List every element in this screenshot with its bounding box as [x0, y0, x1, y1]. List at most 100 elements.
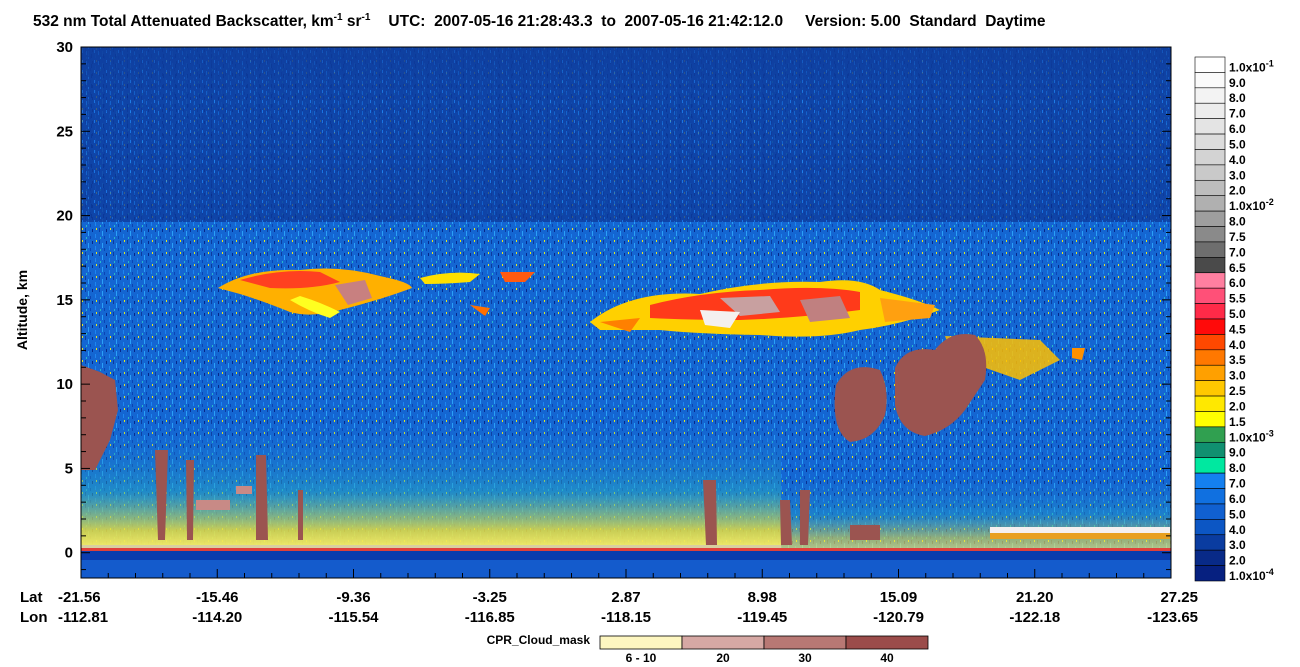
colorbar-swatch [1194, 179, 1226, 197]
colorbar-swatch [1194, 164, 1226, 181]
x-lat-label: 2.87 [611, 589, 640, 606]
cpr-legend-label: 40 [880, 651, 894, 665]
colorbar-swatch [1194, 411, 1226, 428]
colorbar-swatch [1194, 472, 1226, 489]
x-lat-label: -9.36 [336, 589, 370, 606]
x-lat-label: -21.56 [58, 589, 101, 606]
colorbar-swatch [1194, 318, 1226, 335]
colorbar-label: 2.5 [1229, 384, 1246, 398]
colorbar-label: 8.0 [1229, 215, 1246, 229]
title-sup-1: -1 [333, 12, 343, 23]
to-word: to [601, 13, 616, 31]
colorbar-swatch [1194, 287, 1226, 304]
x-lon-label: -119.45 [737, 609, 787, 626]
colorbar-label: 8.0 [1229, 91, 1246, 105]
y-axis: 30 25 20 15 10 5 0 [56, 39, 1171, 571]
colorbar-label: 8.0 [1229, 461, 1246, 475]
colorbar-label: 1.5 [1229, 415, 1246, 429]
colorbar-swatch [1194, 395, 1226, 412]
end-time: 2007-05-16 21:42:12.0 [624, 13, 784, 31]
x-lat-label: 15.09 [880, 589, 918, 606]
title-mid: sr [342, 13, 362, 31]
start-time: 2007-05-16 21:28:43.3 [434, 13, 593, 31]
colorbar-label: 2.0 [1229, 399, 1246, 413]
cpr-cloud-mask-legend: CPR_Cloud_mask 6 - 10 20 30 40 [487, 633, 929, 665]
title-sup-2: -1 [361, 12, 371, 23]
colorbar-swatch [1194, 380, 1226, 397]
colorbar-swatch [1194, 226, 1226, 243]
colorbar-swatch [1194, 87, 1226, 104]
colorbar-label: 5.5 [1229, 292, 1246, 306]
colorbar-label: 6.0 [1229, 492, 1246, 506]
x-lon-label: -115.54 [328, 609, 379, 626]
colorbar-label: 2.0 [1229, 554, 1246, 568]
colorbar-label: 7.0 [1229, 107, 1246, 121]
colorbar-swatch [1194, 56, 1226, 73]
colorbar-label: 3.0 [1229, 168, 1246, 182]
colorbar-swatch [1194, 503, 1226, 520]
colorbar-label: 6.5 [1229, 261, 1246, 275]
colorbar-swatch [1194, 241, 1226, 258]
colorbar-label: 9.0 [1229, 76, 1246, 90]
y-tick-label: 15 [56, 292, 73, 309]
cpr-legend-swatch [681, 635, 765, 650]
x-lon-label: -123.65 [1147, 609, 1198, 626]
version-label: Version: 5.00 [805, 13, 901, 31]
x-lon-label: -116.85 [465, 609, 515, 626]
period-label: Daytime [985, 13, 1046, 31]
chart-title: 532 nm Total Attenuated Backscatter, km-… [33, 12, 1046, 31]
colorbar-label: 5.0 [1229, 307, 1246, 321]
colorbar-label: 4.5 [1229, 322, 1246, 336]
y-tick-label: 25 [56, 123, 73, 140]
colorbar-swatch [1194, 441, 1226, 459]
colorbar-label: 1.0x10-1 [1229, 58, 1274, 74]
colorbar-swatch [1194, 457, 1226, 474]
colorbar-swatch [1194, 133, 1226, 150]
x-lat-label: 8.98 [748, 589, 777, 606]
colorbar-swatch [1194, 426, 1226, 443]
colorbar-swatch [1194, 519, 1226, 536]
colorbar-swatch [1194, 257, 1226, 274]
utc-label: UTC: [388, 13, 426, 31]
colorbar-swatch [1194, 549, 1226, 566]
colorbar-label: 2.0 [1229, 184, 1246, 198]
colorbar-label: 1.0x10-4 [1229, 567, 1274, 583]
x-lat-label: -3.25 [473, 589, 507, 606]
colorbar-label: 7.0 [1229, 245, 1246, 259]
colorbar-label: 4.0 [1229, 523, 1246, 537]
x-lon-label: -120.79 [873, 609, 924, 626]
colorbar-label: 4.0 [1229, 153, 1246, 167]
cpr-legend-label: 20 [716, 651, 730, 665]
colorbar-label: 1.0x10-3 [1229, 428, 1274, 444]
colorbar-label: 5.0 [1229, 507, 1246, 521]
y-tick-label: 5 [65, 460, 73, 477]
colorbar-label: 6.0 [1229, 276, 1246, 290]
colorbar-label: 7.5 [1229, 230, 1246, 244]
colorbar-swatch [1194, 272, 1226, 289]
colorbar-swatch [1194, 72, 1226, 89]
cloud-mask-regions [81, 334, 987, 545]
x-lon-label: -114.20 [192, 609, 242, 626]
x-lat-label: -15.46 [196, 589, 239, 606]
lat-row-label: Lat [20, 589, 43, 606]
cpr-legend-title: CPR_Cloud_mask [487, 633, 591, 647]
x-lat-label: 21.20 [1016, 589, 1054, 606]
x-lon-label: -118.15 [601, 609, 651, 626]
colorbar-label: 7.0 [1229, 477, 1246, 491]
cpr-legend-swatch [845, 635, 929, 650]
colorbar-swatch [1194, 534, 1226, 551]
backscatter-image [81, 47, 1171, 578]
colorbar-label: 3.0 [1229, 538, 1246, 552]
x-axis: -21.56 -112.81 -15.46 -114.20 -9.36 -115.54 -3… [58, 569, 1198, 626]
colorbar-swatch [1194, 334, 1226, 351]
product-label: Standard [909, 13, 977, 31]
y-tick-label: 0 [65, 545, 73, 562]
cpr-legend-label: 6 - 10 [626, 651, 657, 665]
colorbar-swatch [1194, 303, 1226, 320]
colorbar-label: 4.0 [1229, 338, 1246, 352]
colorbar-swatch [1194, 565, 1226, 582]
colorbar-swatch [1194, 118, 1226, 135]
colorbar-swatch [1194, 102, 1226, 119]
colorbar-swatch [1194, 488, 1226, 505]
colorbar-swatch [1194, 210, 1226, 227]
